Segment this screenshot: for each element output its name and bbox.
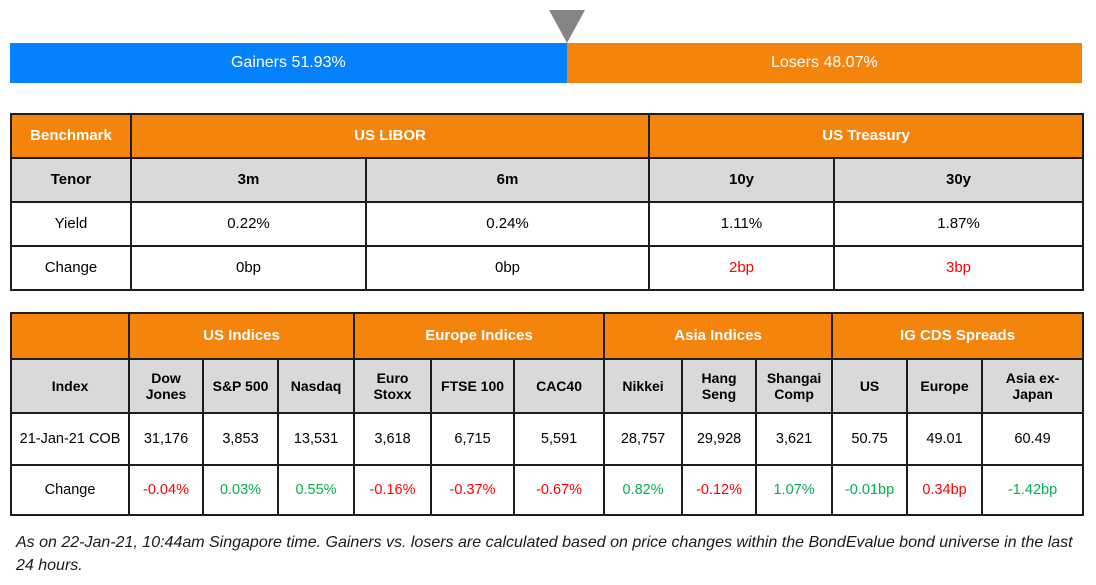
- gainers-losers-bar-track: Gainers 51.93% Losers 48.07%: [10, 43, 1082, 83]
- sp500-close: 3,853: [202, 412, 279, 466]
- europe-indices-group-header: Europe Indices: [353, 312, 606, 360]
- benchmark-header-row: Benchmark US LIBOR US Treasury: [10, 113, 1085, 159]
- yield-30y: 1.87%: [833, 201, 1085, 247]
- nasdaq-change: 0.55%: [276, 464, 356, 516]
- yield-6m: 0.24%: [364, 201, 651, 247]
- dow-jones-change: -0.04%: [128, 464, 204, 516]
- cac40-change: -0.67%: [513, 464, 606, 516]
- benchmark-change-row: Change 0bp 0bp 2bp 3bp: [10, 245, 1085, 291]
- losers-label: Losers 48.07%: [770, 54, 878, 71]
- dow-jones-close: 31,176: [128, 412, 204, 466]
- indices-corner-blank: [10, 312, 130, 360]
- euro-stoxx-change: -0.16%: [353, 464, 433, 516]
- benchmark-table: Benchmark US LIBOR US Treasury Tenor 3m …: [10, 113, 1085, 291]
- col-hang-seng: Hang Seng: [681, 358, 758, 414]
- tenor-30y: 30y: [833, 157, 1085, 203]
- cob-row-label: 21-Jan-21 COB: [10, 412, 130, 466]
- asia-indices-group-header: Asia Indices: [603, 312, 834, 360]
- sp500-change: 0.03%: [202, 464, 279, 516]
- gainers-label: Gainers 51.93%: [230, 54, 346, 71]
- pointer-triangle-icon: [548, 10, 585, 43]
- footnote: As on 22-Jan-21, 10:44am Singapore time.…: [16, 534, 1073, 575]
- col-cds-us: US: [831, 358, 909, 414]
- col-dow-jones: Dow Jones: [128, 358, 204, 414]
- cds-europe-level: 49.01: [906, 412, 984, 466]
- col-shangai-comp: Shangai Comp: [755, 358, 834, 414]
- us-indices-group-header: US Indices: [127, 312, 356, 360]
- tenor-row: Tenor 3m 6m 10y 30y: [10, 157, 1085, 203]
- tenor-3m: 3m: [130, 157, 367, 203]
- indices-change-row: Change -0.04% 0.03% 0.55% -0.16% -0.37% …: [10, 464, 1085, 516]
- tenor-10y: 10y: [648, 157, 836, 203]
- cds-europe-change: 0.34bp: [906, 464, 984, 516]
- shangai-comp-close: 3,621: [755, 412, 834, 466]
- hang-seng-change: -0.12%: [681, 464, 758, 516]
- col-nasdaq: Nasdaq: [276, 358, 356, 414]
- col-sp500: S&P 500: [202, 358, 279, 414]
- indices-group-header-row: US Indices Europe Indices Asia Indices I…: [10, 312, 1085, 360]
- hang-seng-close: 29,928: [681, 412, 758, 466]
- shangai-comp-change: 1.07%: [755, 464, 834, 516]
- cac40-close: 5,591: [513, 412, 606, 466]
- change-6m: 0bp: [364, 245, 651, 291]
- col-ftse100: FTSE 100: [430, 358, 516, 414]
- nasdaq-close: 13,531: [276, 412, 356, 466]
- gainers-losers-bar: Gainers 51.93% Losers 48.07%: [10, 10, 1082, 83]
- cds-us-level: 50.75: [831, 412, 909, 466]
- nikkei-close: 28,757: [603, 412, 684, 466]
- indices-table: US Indices Europe Indices Asia Indices I…: [10, 312, 1085, 516]
- index-column-header: Index: [10, 358, 130, 414]
- benchmark-change-label: Change: [10, 245, 132, 291]
- col-cac40: CAC40: [513, 358, 606, 414]
- yield-label: Yield: [10, 201, 132, 247]
- change-30y: 3bp: [833, 245, 1085, 291]
- change-3m: 0bp: [130, 245, 367, 291]
- indices-column-header-row: Index Dow Jones S&P 500 Nasdaq Euro Stox…: [10, 358, 1085, 414]
- gainers-segment: Gainers 51.93%: [10, 43, 567, 83]
- nikkei-change: 0.82%: [603, 464, 684, 516]
- col-cds-europe: Europe: [906, 358, 984, 414]
- yield-3m: 0.22%: [130, 201, 367, 247]
- tenor-label: Tenor: [10, 157, 132, 203]
- euro-stoxx-close: 3,618: [353, 412, 433, 466]
- cds-asia-ex-japan-change: -1.42bp: [981, 464, 1085, 516]
- ig-cds-spreads-group-header: IG CDS Spreads: [831, 312, 1085, 360]
- benchmark-corner-header: Benchmark: [10, 113, 132, 159]
- tenor-6m: 6m: [364, 157, 651, 203]
- col-nikkei: Nikkei: [603, 358, 684, 414]
- yield-row: Yield 0.22% 0.24% 1.11% 1.87%: [10, 201, 1085, 247]
- col-euro-stoxx: Euro Stoxx: [353, 358, 433, 414]
- losers-segment: Losers 48.07%: [566, 43, 1082, 83]
- ftse100-close: 6,715: [430, 412, 516, 466]
- col-cds-asia-ex-japan: Asia ex-Japan: [981, 358, 1085, 414]
- us-treasury-group-header: US Treasury: [648, 113, 1085, 159]
- ftse100-change: -0.37%: [430, 464, 516, 516]
- indices-change-label: Change: [10, 464, 130, 516]
- change-10y: 2bp: [648, 245, 836, 291]
- cob-row: 21-Jan-21 COB 31,176 3,853 13,531 3,618 …: [10, 412, 1085, 466]
- cds-asia-ex-japan-level: 60.49: [981, 412, 1085, 466]
- yield-10y: 1.11%: [648, 201, 836, 247]
- cds-us-change: -0.01bp: [831, 464, 909, 516]
- us-libor-group-header: US LIBOR: [129, 113, 651, 159]
